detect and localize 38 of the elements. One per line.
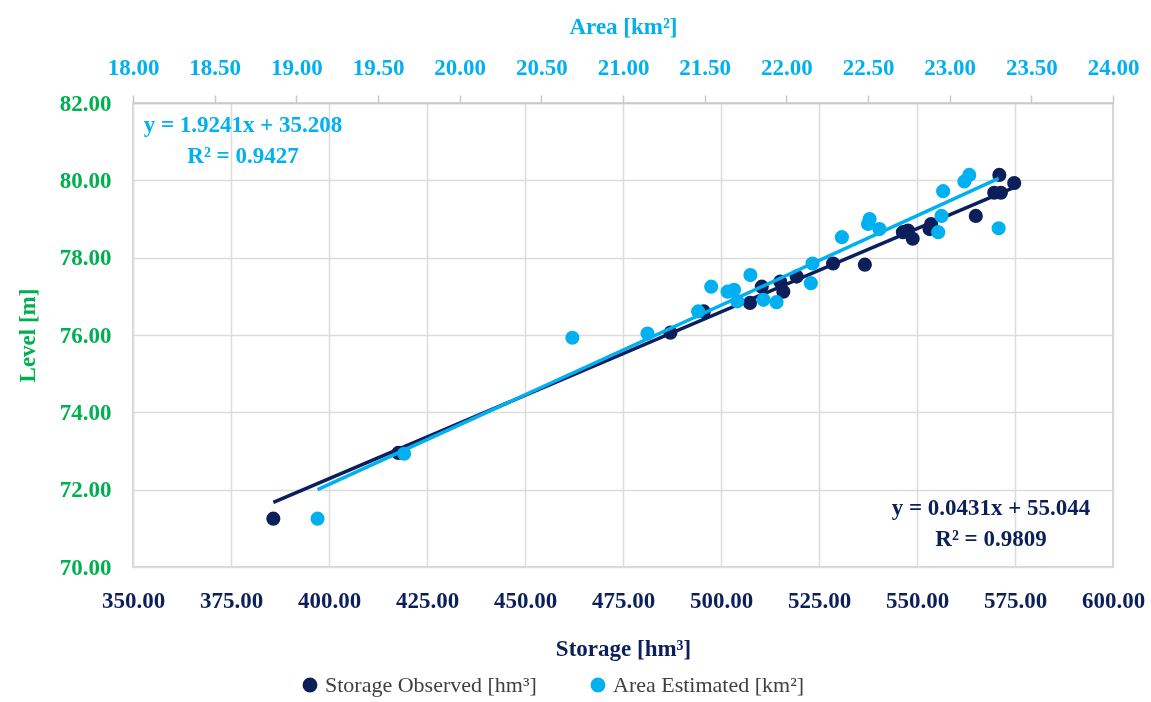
x-tick-label: 475.00 — [591, 587, 656, 613]
x2-tick-label: 21.00 — [597, 54, 650, 80]
x-tick-label: 600.00 — [1081, 587, 1146, 613]
x2-tick-label: 18.50 — [189, 54, 242, 80]
x-tick-label: 500.00 — [689, 587, 754, 613]
y-tick-label: 76.00 — [59, 322, 112, 348]
x2-tick-label: 19.50 — [352, 54, 405, 80]
x2-tick-label: 24.00 — [1087, 54, 1140, 80]
x-tick-label: 450.00 — [493, 587, 558, 613]
legend-label: Storage Observed [hm³] — [325, 672, 537, 697]
x-axis-title: Storage [hm³] — [555, 635, 692, 661]
x-tick-label: 350.00 — [101, 587, 166, 613]
legend-label: Area Estimated [km²] — [613, 672, 805, 697]
y-tick-label: 80.00 — [59, 167, 112, 193]
y-tick-label: 74.00 — [59, 399, 112, 425]
y-tick-label: 78.00 — [59, 245, 112, 271]
y-tick-label: 82.00 — [59, 90, 112, 116]
x-tick-label: 400.00 — [297, 587, 362, 613]
annotation: y = 1.9241x + 35.208 R² = 0.9427 — [143, 112, 343, 168]
x2-tick-label: 21.50 — [679, 54, 732, 80]
y-axis-title: Level [m] — [14, 288, 40, 383]
x2-tick-label: 18.00 — [107, 54, 160, 80]
x-tick-label: 525.00 — [787, 587, 852, 613]
x2-tick-label: 19.00 — [270, 54, 323, 80]
x2-tick-label: 22.50 — [842, 54, 895, 80]
x2-tick-label: 22.00 — [760, 54, 813, 80]
x2-tick-label: 23.50 — [1005, 54, 1058, 80]
x2-axis-title: Area [km²] — [569, 13, 678, 39]
y-tick-label: 70.00 — [59, 554, 112, 580]
y-tick-label: 72.00 — [59, 477, 112, 503]
x2-tick-label: 20.00 — [434, 54, 487, 80]
x-tick-label: 575.00 — [983, 587, 1048, 613]
annotation: y = 0.0431x + 55.044 R² = 0.9809 — [891, 495, 1091, 551]
x-tick-label: 375.00 — [199, 587, 264, 613]
x2-tick-label: 20.50 — [515, 54, 568, 80]
x-tick-label: 550.00 — [885, 587, 950, 613]
x2-tick-label: 23.00 — [924, 54, 977, 80]
x-tick-label: 425.00 — [395, 587, 460, 613]
